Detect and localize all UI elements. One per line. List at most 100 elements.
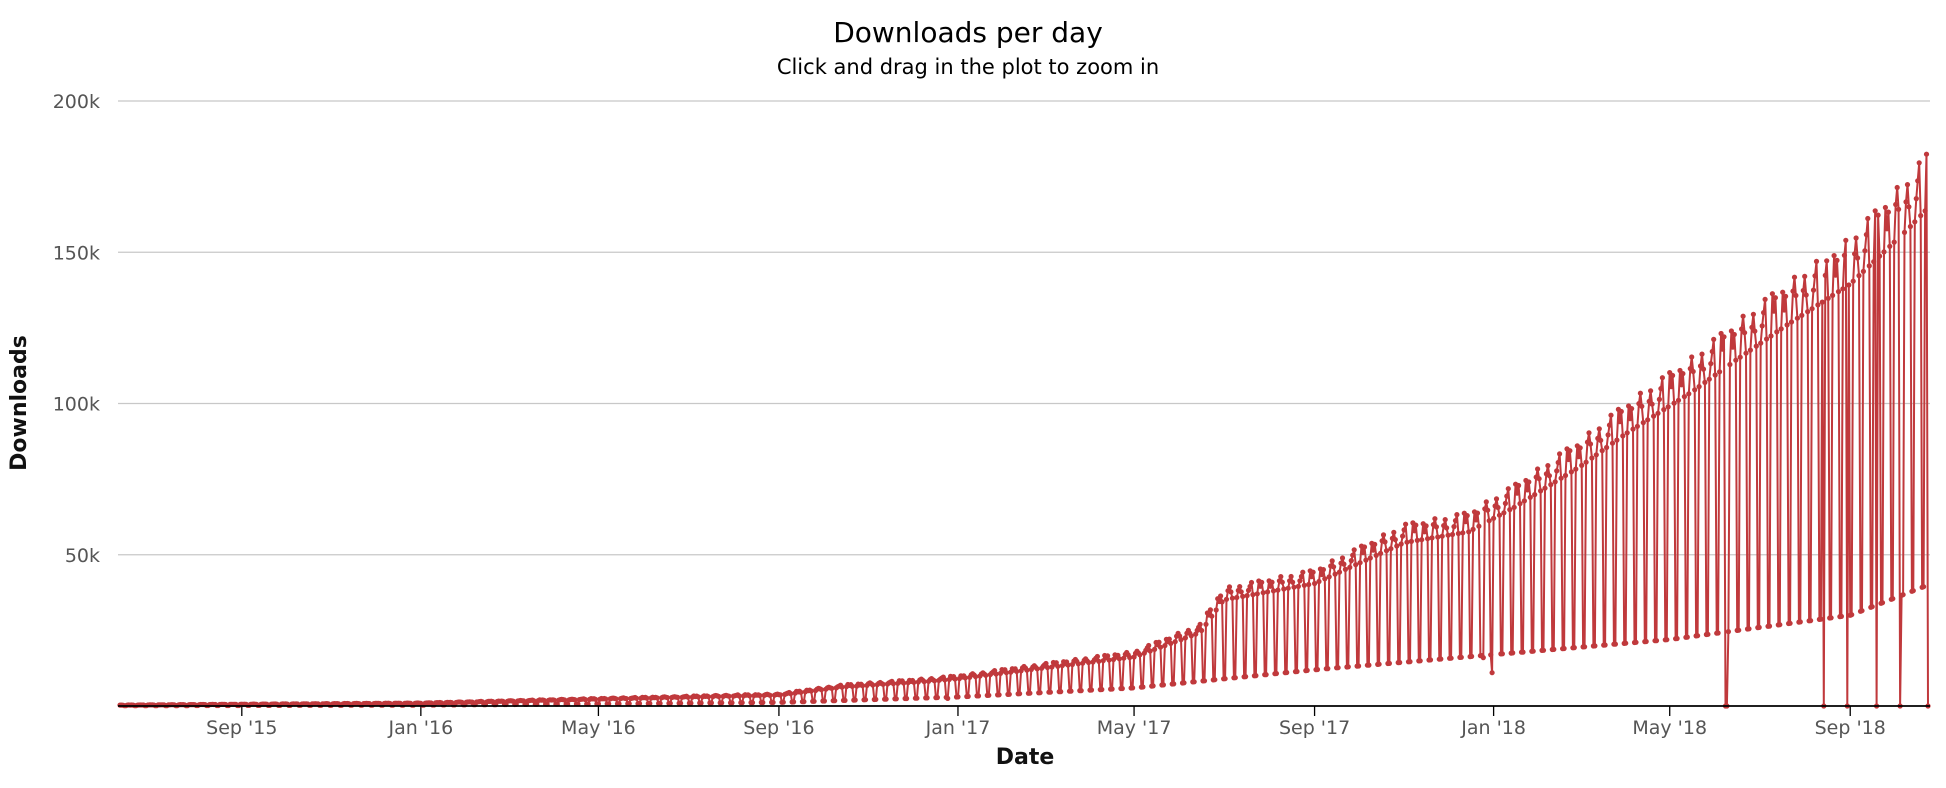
data-point xyxy=(832,698,838,704)
data-point xyxy=(1003,670,1010,676)
data-point xyxy=(1884,226,1890,232)
data-point xyxy=(1664,637,1670,643)
data-point xyxy=(1791,274,1798,280)
data-point xyxy=(1348,558,1354,564)
data-point xyxy=(1388,546,1394,552)
data-point xyxy=(1922,208,1928,214)
data-point xyxy=(1269,579,1275,585)
data-point xyxy=(1499,651,1505,657)
data-point xyxy=(1403,521,1409,527)
data-point xyxy=(749,700,756,706)
data-point xyxy=(1454,511,1460,518)
data-point xyxy=(788,691,794,697)
data-point xyxy=(1535,466,1541,472)
data-point xyxy=(1699,351,1705,357)
data-point xyxy=(1606,422,1613,428)
data-point xyxy=(623,696,629,702)
data-point xyxy=(1034,666,1040,672)
data-point xyxy=(1824,258,1830,264)
data-point xyxy=(1671,400,1677,406)
data-point xyxy=(1376,661,1382,667)
data-point xyxy=(1298,573,1304,580)
data-point xyxy=(1105,653,1111,659)
data-point xyxy=(1147,648,1153,654)
data-point xyxy=(1281,586,1287,592)
data-point xyxy=(801,699,807,705)
data-point xyxy=(1495,504,1501,511)
data-point xyxy=(1746,626,1752,632)
data-point xyxy=(1649,401,1655,407)
data-point xyxy=(1840,286,1846,292)
data-point xyxy=(1764,336,1770,342)
data-point xyxy=(1592,643,1598,649)
data-point xyxy=(1285,585,1291,591)
data-point xyxy=(1790,288,1796,294)
data-point xyxy=(1684,634,1690,640)
data-point xyxy=(780,699,786,705)
data-point xyxy=(1730,344,1736,350)
data-point xyxy=(1243,674,1249,680)
data-point xyxy=(1433,524,1439,530)
data-point xyxy=(1900,592,1906,598)
data-point xyxy=(1778,326,1784,332)
data-point xyxy=(626,701,632,707)
data-point xyxy=(1360,550,1366,556)
data-point xyxy=(1273,670,1279,677)
data-point xyxy=(1238,589,1244,595)
data-point xyxy=(1201,678,1208,684)
data-point xyxy=(1803,292,1809,298)
chart-title: Downloads per day xyxy=(833,16,1103,49)
data-point xyxy=(1846,282,1852,288)
data-point xyxy=(1825,295,1831,301)
data-point xyxy=(1921,584,1927,590)
data-point xyxy=(1078,688,1084,694)
data-point xyxy=(1290,579,1296,585)
data-point xyxy=(1121,655,1127,661)
data-point xyxy=(1555,459,1561,466)
data-point xyxy=(1668,384,1674,390)
data-point xyxy=(1504,493,1510,499)
data-point xyxy=(1565,456,1572,463)
data-point xyxy=(1427,657,1434,663)
data-point xyxy=(613,696,619,702)
data-point xyxy=(1047,689,1053,695)
data-point xyxy=(983,672,989,678)
data-point xyxy=(1634,423,1640,429)
data-point xyxy=(1912,219,1918,225)
data-point xyxy=(1788,319,1795,325)
data-point xyxy=(1587,441,1594,447)
data-point xyxy=(1191,679,1197,685)
data-point xyxy=(1799,312,1805,318)
data-point xyxy=(860,683,866,689)
data-point xyxy=(965,693,971,700)
data-point xyxy=(1736,627,1742,633)
data-point xyxy=(1408,538,1414,545)
data-point xyxy=(1332,571,1338,577)
data-point xyxy=(1213,607,1219,613)
data-point xyxy=(1538,488,1544,494)
data-point xyxy=(1203,621,1209,627)
data-point xyxy=(1913,196,1919,202)
data-point xyxy=(1637,390,1643,396)
data-point xyxy=(1312,580,1318,587)
data-point xyxy=(1309,574,1315,580)
data-point xyxy=(770,699,776,706)
data-point xyxy=(708,700,715,706)
data-point xyxy=(1505,486,1511,492)
data-point xyxy=(1700,366,1707,372)
x-axis-label: Date xyxy=(996,745,1055,770)
data-point xyxy=(791,699,797,705)
x-tick-label: Sep '18 xyxy=(1815,717,1886,739)
data-point xyxy=(603,696,609,702)
data-point xyxy=(1476,523,1482,529)
data-point xyxy=(1257,583,1263,589)
data-point xyxy=(1731,331,1737,338)
data-point xyxy=(975,693,982,699)
data-point xyxy=(1750,311,1756,317)
plot-area[interactable] xyxy=(117,151,1931,709)
data-point xyxy=(1583,459,1589,465)
data-point xyxy=(1752,328,1758,334)
data-point xyxy=(1400,533,1406,539)
data-point xyxy=(1901,229,1908,235)
